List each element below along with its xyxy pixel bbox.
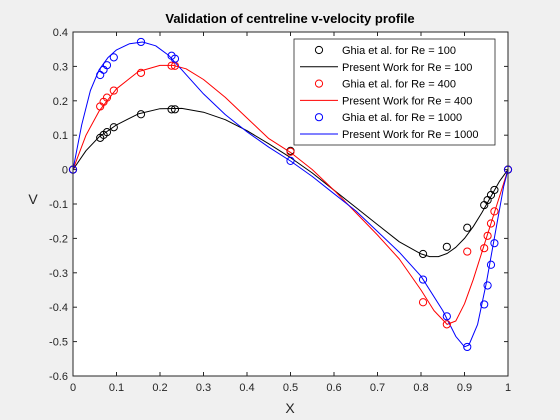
data-point: [442, 320, 451, 329]
x-tick-label: 0.3: [196, 382, 211, 394]
data-point: [102, 128, 112, 137]
legend-label: Ghia et al. for Re = 100: [342, 45, 456, 57]
y-tick-label: 0: [62, 165, 68, 177]
x-tick-label: 0.1: [109, 382, 124, 394]
data-point: [463, 223, 472, 232]
data-point: [109, 123, 118, 132]
y-tick-label: -0.3: [49, 268, 68, 280]
y-tick-label: -0.5: [49, 337, 68, 349]
chart-title: Validation of centreline v-velocity prof…: [165, 11, 414, 26]
data-point: [463, 247, 472, 256]
legend-label: Present Work for Re = 100: [342, 62, 472, 74]
data-point: [102, 61, 112, 70]
data-point: [286, 147, 295, 156]
x-tick-label: 0.8: [413, 382, 428, 394]
data-point: [490, 239, 499, 248]
data-point: [483, 231, 492, 240]
data-point: [286, 156, 295, 165]
data-point: [418, 249, 428, 259]
ticks-layer: 0 0.1 0.2 0.3 0.4 0.5 0.6 0.7 0.8 0.9 1 -0.6 -0.5 -0.…: [49, 27, 511, 394]
y-tick-label: 0.4: [53, 27, 68, 39]
y-tick-label: 0.3: [53, 61, 68, 73]
x-tick-label: 0: [70, 382, 76, 394]
legend-box: [293, 38, 496, 146]
data-point: [442, 242, 451, 251]
x-axis-label: X: [285, 400, 295, 416]
legend-entries: Ghia et al. for Re = 100 Present Work for…: [300, 45, 478, 141]
data-point: [167, 61, 176, 70]
y-axis-label: V: [28, 191, 38, 207]
x-tick-label: 0.9: [457, 382, 472, 394]
data-point: [486, 260, 496, 269]
plot-frame: [72, 31, 509, 377]
data-point: [109, 53, 118, 62]
y-tick-label: 0.1: [53, 130, 68, 142]
legend-label: Ghia et al. for Re = 400: [342, 79, 456, 91]
y-tick-label: -0.2: [49, 233, 68, 245]
y-tick-label: -0.1: [49, 199, 68, 211]
data-point: [170, 105, 180, 114]
data-point: [463, 342, 472, 352]
data-point: [136, 110, 146, 119]
data-point: [480, 244, 489, 253]
y-tick-label: 0.2: [53, 96, 68, 108]
x-tick-label: 0.4: [239, 382, 254, 394]
data-point: [442, 312, 451, 321]
data-point: [486, 219, 496, 228]
data-point: [167, 105, 176, 114]
data-point: [490, 185, 499, 195]
data-point: [418, 275, 428, 284]
y-tick-label: -0.4: [49, 302, 68, 314]
y-tick-label: -0.6: [49, 371, 68, 383]
legend-label: Present Work for Re = 400: [342, 95, 472, 107]
series-line: [72, 107, 509, 258]
x-tick-label: 0.2: [152, 382, 167, 394]
data-point: [483, 281, 492, 290]
data-point: [170, 54, 180, 63]
data-point: [102, 93, 112, 102]
x-tick-label: 1: [505, 382, 511, 394]
data-point: [136, 37, 146, 47]
x-tick-label: 0.5: [283, 382, 298, 394]
x-tick-label: 0.6: [326, 382, 341, 394]
lines-layer: [72, 41, 509, 348]
legend-marker-sample: [314, 79, 324, 88]
legend-label: Present Work for Re = 1000: [342, 129, 478, 141]
data-point: [480, 300, 489, 309]
data-point: [136, 68, 146, 77]
series-line: [72, 64, 509, 325]
data-point: [490, 207, 499, 216]
x-tick-label: 0.7: [370, 382, 385, 394]
data-point: [418, 298, 428, 307]
legend-marker-sample: [314, 113, 324, 122]
legend-marker-sample: [314, 45, 324, 55]
data-point: [109, 86, 118, 95]
legend: Ghia et al. for Re = 100 Present Work for…: [293, 38, 496, 146]
series-line: [72, 41, 509, 348]
legend-label: Ghia et al. for Re = 1000: [342, 112, 462, 124]
